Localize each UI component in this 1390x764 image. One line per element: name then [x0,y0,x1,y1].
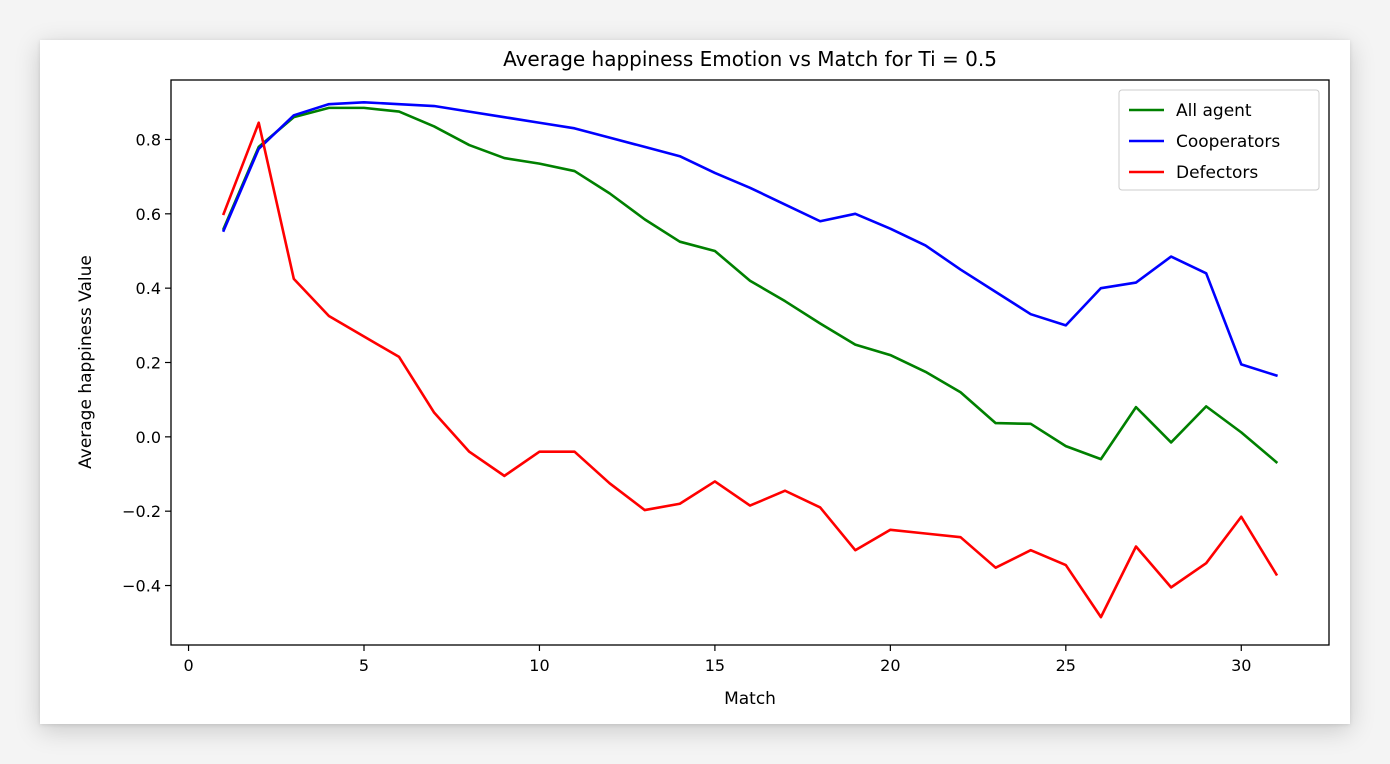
y-tick-label: 0.2 [136,354,161,373]
series-line-2 [221,100,1278,378]
legend-label: Cooperators [1176,132,1280,152]
x-axis-ticks: 0 5 10 15 20 25 30 [183,645,1251,675]
y-tick-label: 0.8 [136,130,161,149]
x-tick-label: 5 [359,656,369,675]
y-tick-label: 0.0 [136,428,161,447]
y-axis-label: Average happiness Value [76,255,96,469]
legend: All agent Cooperators Defectors [1118,89,1320,191]
y-axis-ticks: −0.4 −0.2 0.0 0.2 0.4 0.6 0.8 [122,130,171,596]
y-tick-label: 0.4 [136,279,161,298]
figure-card: 0 5 10 15 20 25 30 −0.4 −0.2 0.0 0.2 0.4 0.6 0.8 Ave… [40,40,1350,724]
series-line-3 [221,121,1279,619]
legend-box [1118,89,1320,191]
x-axis-label: Match [724,689,776,709]
legend-label: All agent [1176,101,1252,121]
y-tick-label: −0.2 [122,502,161,521]
chart-title: Average happiness Emotion vs Match for T… [503,47,997,71]
series-lines [221,100,1279,619]
x-tick-label: 0 [183,656,193,675]
x-tick-label: 30 [1231,656,1251,675]
line-chart: 0 5 10 15 20 25 30 −0.4 −0.2 0.0 0.2 0.4 0.6 0.8 Ave… [76,47,1330,709]
x-tick-label: 15 [705,656,725,675]
y-tick-label: −0.4 [122,577,161,596]
series-line-1 [221,106,1279,464]
x-tick-label: 10 [529,656,549,675]
y-tick-label: 0.6 [136,205,161,224]
x-tick-label: 25 [1056,656,1076,675]
x-tick-label: 20 [880,656,900,675]
legend-label: Defectors [1176,163,1258,183]
